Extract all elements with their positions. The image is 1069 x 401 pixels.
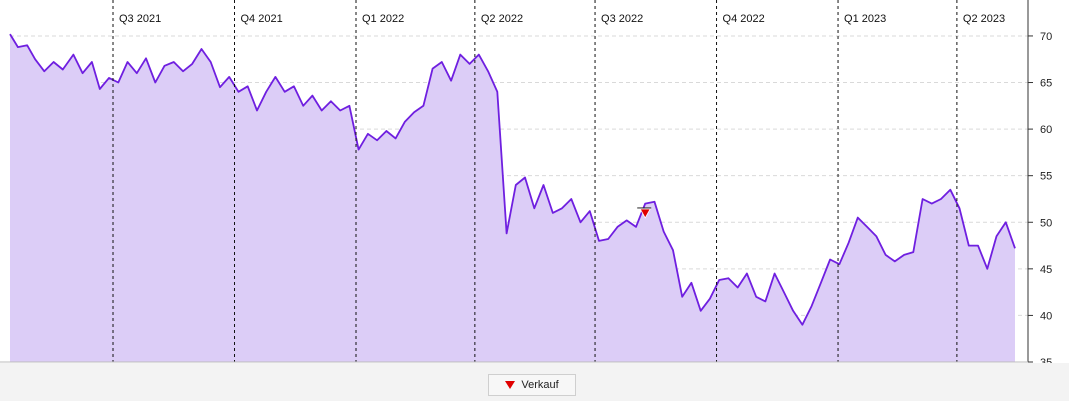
y-tick-label: 60 — [1040, 124, 1052, 136]
quarter-label: Q3 2021 — [119, 13, 161, 25]
sell-marker-icon — [639, 208, 651, 219]
quarter-label: Q4 2022 — [723, 13, 765, 25]
y-tick-label: 65 — [1040, 78, 1052, 90]
quarter-label: Q3 2022 — [601, 13, 643, 25]
y-tick-label: 45 — [1040, 264, 1052, 276]
y-tick-label: 40 — [1040, 310, 1052, 322]
quarter-label: Q1 2023 — [844, 13, 886, 25]
y-tick-label: 50 — [1040, 217, 1052, 229]
price-line — [9, 33, 1016, 326]
quarter-label: Q2 2023 — [963, 13, 1005, 25]
y-tick-label: 55 — [1040, 171, 1052, 183]
quarter-label: Q4 2021 — [241, 13, 283, 25]
quarter-label: Q2 2022 — [481, 13, 523, 25]
sell-marker-legend-icon — [505, 381, 516, 389]
legend-label: Verkauf — [521, 379, 559, 391]
y-tick-label: 70 — [1040, 31, 1052, 43]
quarter-label: Q1 2022 — [362, 13, 404, 25]
price-area — [10, 34, 1015, 362]
legend[interactable]: Verkauf — [488, 374, 576, 396]
